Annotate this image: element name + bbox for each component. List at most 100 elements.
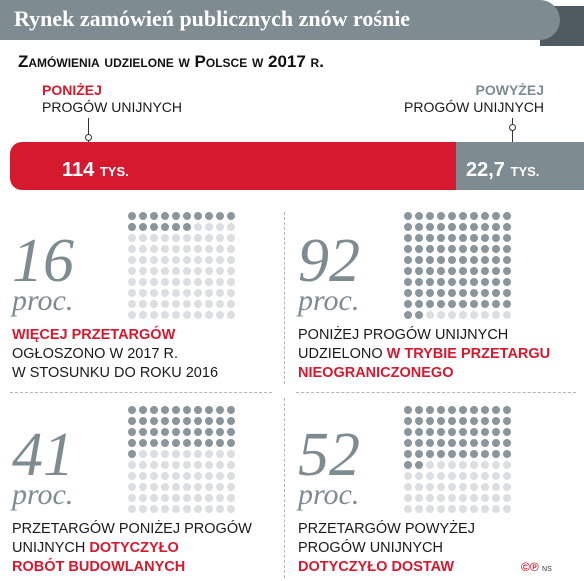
- dot-filled: [437, 450, 445, 458]
- label-below-rest: PROGÓW UNIJNYCH: [42, 99, 182, 115]
- dot-filled: [426, 450, 434, 458]
- divider-vertical-top: [284, 212, 286, 384]
- dot-filled: [415, 300, 423, 308]
- dot-empty: [205, 483, 213, 491]
- dot-filled: [426, 428, 434, 436]
- bar-value-below-unit: TYS.: [99, 164, 129, 179]
- pin-line-left: [88, 118, 89, 142]
- dot-filled: [492, 245, 500, 253]
- dot-filled: [470, 450, 478, 458]
- dot-empty: [503, 483, 511, 491]
- dot-filled: [492, 406, 500, 414]
- dot-filled: [404, 461, 412, 469]
- dot-filled: [128, 428, 136, 436]
- dot-filled: [404, 289, 412, 297]
- dot-empty: [161, 234, 169, 242]
- dot-filled: [503, 256, 511, 264]
- dot-empty: [492, 461, 500, 469]
- dot-filled: [128, 212, 136, 220]
- panel-41-line2: UNIJNYCH DOTYCZYŁO: [12, 539, 252, 558]
- dot-empty: [150, 245, 158, 253]
- dot-empty: [150, 505, 158, 513]
- dot-filled: [503, 234, 511, 242]
- dot-filled: [128, 450, 136, 458]
- dot-empty: [227, 505, 235, 513]
- dot-empty: [503, 505, 511, 513]
- panel-92-line3: NIEOGRANICZONEGO: [298, 365, 454, 381]
- header-title: Rynek zamówień publicznych znów rośnie: [14, 6, 411, 31]
- dot-empty: [194, 450, 202, 458]
- dot-empty: [227, 267, 235, 275]
- dot-filled: [503, 278, 511, 286]
- dot-filled: [448, 256, 456, 264]
- dot-filled: [216, 428, 224, 436]
- dot-empty: [194, 300, 202, 308]
- dot-filled: [183, 428, 191, 436]
- dot-filled: [503, 212, 511, 220]
- dot-filled: [492, 289, 500, 297]
- dot-empty: [172, 267, 180, 275]
- dot-empty: [161, 256, 169, 264]
- dot-empty: [426, 505, 434, 513]
- dot-filled: [448, 300, 456, 308]
- panel-41-line2-red: DOTYCZYŁO: [89, 540, 179, 556]
- dot-filled: [128, 439, 136, 447]
- dot-filled: [459, 267, 467, 275]
- panel-41-line2-plain: UNIJNYCH: [12, 540, 90, 556]
- dot-filled: [448, 234, 456, 242]
- dot-empty: [437, 472, 445, 480]
- dot-filled: [448, 245, 456, 253]
- dot-filled: [415, 212, 423, 220]
- dot-filled: [470, 406, 478, 414]
- label-above-thresholds: POWYŻEJ PROGÓW UNIJNYCH: [404, 82, 544, 116]
- dot-filled: [404, 406, 412, 414]
- dot-empty: [161, 267, 169, 275]
- panel-92-line2-plain: UDZIELONO: [298, 346, 387, 362]
- dot-filled: [481, 439, 489, 447]
- dot-empty: [470, 472, 478, 480]
- dot-filled: [459, 223, 467, 231]
- dot-filled: [404, 234, 412, 242]
- dot-empty: [172, 311, 180, 319]
- dot-filled: [227, 439, 235, 447]
- dot-filled: [161, 406, 169, 414]
- dot-filled: [128, 223, 136, 231]
- dot-filled: [492, 267, 500, 275]
- dot-empty: [139, 494, 147, 502]
- dot-empty: [205, 256, 213, 264]
- dot-empty: [470, 483, 478, 491]
- dot-filled: [437, 234, 445, 242]
- dot-filled: [426, 245, 434, 253]
- dot-empty: [503, 311, 511, 319]
- dot-filled: [426, 212, 434, 220]
- dot-filled: [481, 223, 489, 231]
- dot-filled: [415, 311, 423, 319]
- dot-filled: [415, 417, 423, 425]
- dot-filled: [404, 450, 412, 458]
- dot-filled: [404, 278, 412, 286]
- dot-empty: [139, 483, 147, 491]
- dot-filled: [404, 256, 412, 264]
- dot-filled: [415, 245, 423, 253]
- dot-filled: [415, 234, 423, 242]
- dot-empty: [216, 472, 224, 480]
- dot-empty: [227, 483, 235, 491]
- dot-empty: [150, 256, 158, 264]
- dot-filled: [183, 417, 191, 425]
- credit-symbol: ©℗: [521, 560, 539, 574]
- dot-filled: [139, 417, 147, 425]
- dot-empty: [227, 223, 235, 231]
- dot-filled: [470, 212, 478, 220]
- dot-empty: [437, 483, 445, 491]
- dot-empty: [459, 505, 467, 513]
- dot-empty: [227, 234, 235, 242]
- panel-52-number: 52: [298, 421, 360, 489]
- panel-16-proc: proc.: [12, 284, 74, 317]
- dot-filled: [481, 234, 489, 242]
- dot-empty: [139, 245, 147, 253]
- dot-empty: [216, 289, 224, 297]
- dot-filled: [404, 417, 412, 425]
- dot-empty: [139, 505, 147, 513]
- dot-empty: [172, 234, 180, 242]
- bar-value-below: 114 TYS.: [62, 159, 129, 182]
